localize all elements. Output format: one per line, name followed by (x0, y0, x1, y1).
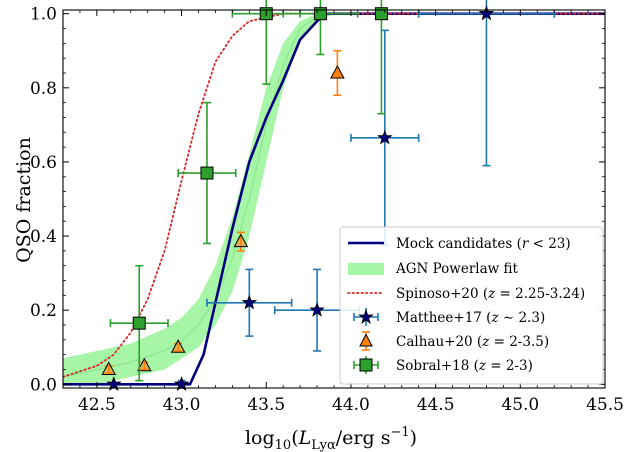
legend-matthee-label: Matthee+17 (z ∼ 2.3) (396, 310, 545, 326)
x-label-paren-close: ) (410, 427, 417, 449)
calhau-triangle-marker (330, 64, 345, 79)
x-label-l: L (298, 427, 312, 449)
sobral-point-4 (374, 0, 388, 115)
legend-box (339, 226, 604, 385)
legend-sobral-marker (353, 356, 379, 374)
matthee-point-2 (206, 268, 293, 337)
legend-mock-pre: Mock candidates ( (396, 236, 522, 252)
calhau-point-3 (233, 231, 249, 252)
legend-sobral-var: z (478, 358, 487, 374)
x-label-sup: −1 (390, 425, 409, 440)
y-tick-label: 0.4 (30, 227, 57, 247)
matthee-star-marker (478, 5, 495, 21)
legend-matthee-pre: Matthee+17 ( (396, 310, 491, 326)
legend-matthee-var: z (490, 310, 499, 326)
data-points-layer (101, 0, 555, 391)
x-tick-label: 44.0 (332, 395, 370, 415)
legend-calhau-marker (359, 331, 373, 351)
legend-spinoso-label: Spinoso+20 (z = 2.25-3.24) (396, 286, 585, 302)
calhau-triangle-marker (170, 339, 186, 353)
legend-sobral-post: = 2-3) (486, 358, 533, 374)
y-tick-label: 1.0 (30, 5, 57, 25)
y-tick-label: 0.0 (30, 375, 57, 395)
legend-mock-var: r (522, 236, 530, 252)
matthee-point-5 (417, 0, 555, 167)
matthee-star-marker (309, 302, 325, 317)
x-label-log: log (245, 427, 275, 449)
legend-mock-post: < 23) (528, 236, 570, 252)
matthee-star-marker (241, 294, 258, 310)
sobral-point-1 (177, 101, 237, 245)
x-label-unit: /erg s (336, 427, 391, 449)
legend-spinoso-var: z (487, 286, 496, 302)
x-label-log-sub: 10 (275, 438, 292, 452)
legend-spinoso-post: = 2.25-3.24) (495, 286, 585, 302)
axis-ticks-layer: 42.5 43.0 43.5 44.0 44.5 45.0 45.5 0.0 0.2 0.4 0.6… (30, 5, 624, 415)
x-axis-label: log10(LLyα/erg s−1) (245, 425, 417, 452)
legend-calhau-pre: Calhau+20 ( (396, 334, 482, 350)
calhau-point-1 (136, 357, 152, 372)
x-tick-label: 42.5 (78, 395, 116, 415)
legend-calhau-var: z (481, 334, 490, 350)
calhau-point-4 (330, 49, 345, 97)
y-tick-label: 0.8 (30, 79, 57, 99)
legend-band-label: AGN Powerlaw fit (395, 261, 519, 277)
x-tick-label: 43.5 (247, 395, 285, 415)
legend-calhau-label: Calhau+20 (z = 2-3.5) (396, 334, 549, 350)
calhau-point-2 (170, 339, 186, 353)
agn-powerlaw-band (63, 13, 605, 385)
legend-matthee-marker (353, 308, 379, 326)
sobral-point-0 (109, 264, 169, 382)
legend: Mock candidates (r < 23) AGN Powerlaw fi… (339, 226, 604, 385)
y-tick-label: 0.2 (30, 301, 57, 321)
calhau-triangle-marker (233, 233, 249, 248)
legend-sobral-pre: Sobral+18 ( (396, 358, 479, 374)
legend-mock-label: Mock candidates (r < 23) (396, 236, 571, 252)
x-tick-label: 45.5 (586, 395, 624, 415)
x-tick-label: 45.0 (501, 395, 539, 415)
x-label-paren-open: ( (291, 427, 298, 449)
matthee-star-marker (377, 129, 393, 145)
calhau-triangle-marker (136, 357, 152, 372)
legend-sobral-label: Sobral+18 (z = 2-3) (396, 358, 533, 374)
x-tick-label: 43.0 (163, 395, 201, 415)
x-label-lya-sub: Lyα (311, 438, 336, 452)
y-tick-label: 0.6 (30, 153, 57, 173)
sobral-square-marker (200, 166, 214, 180)
legend-matthee-post: ∼ 2.3) (499, 310, 546, 326)
legend-band-swatch (348, 263, 384, 275)
x-tick-label: 44.5 (417, 395, 455, 415)
calhau-triangle-marker (101, 361, 117, 375)
legend-spinoso-pre: Spinoso+20 ( (396, 286, 488, 302)
calhau-point-0 (101, 361, 117, 375)
legend-calhau-post: = 2-3.5) (489, 334, 549, 350)
sobral-square-marker (132, 316, 146, 330)
y-axis-label: QSO fraction (13, 137, 35, 263)
matthee-point-4 (350, 29, 420, 247)
